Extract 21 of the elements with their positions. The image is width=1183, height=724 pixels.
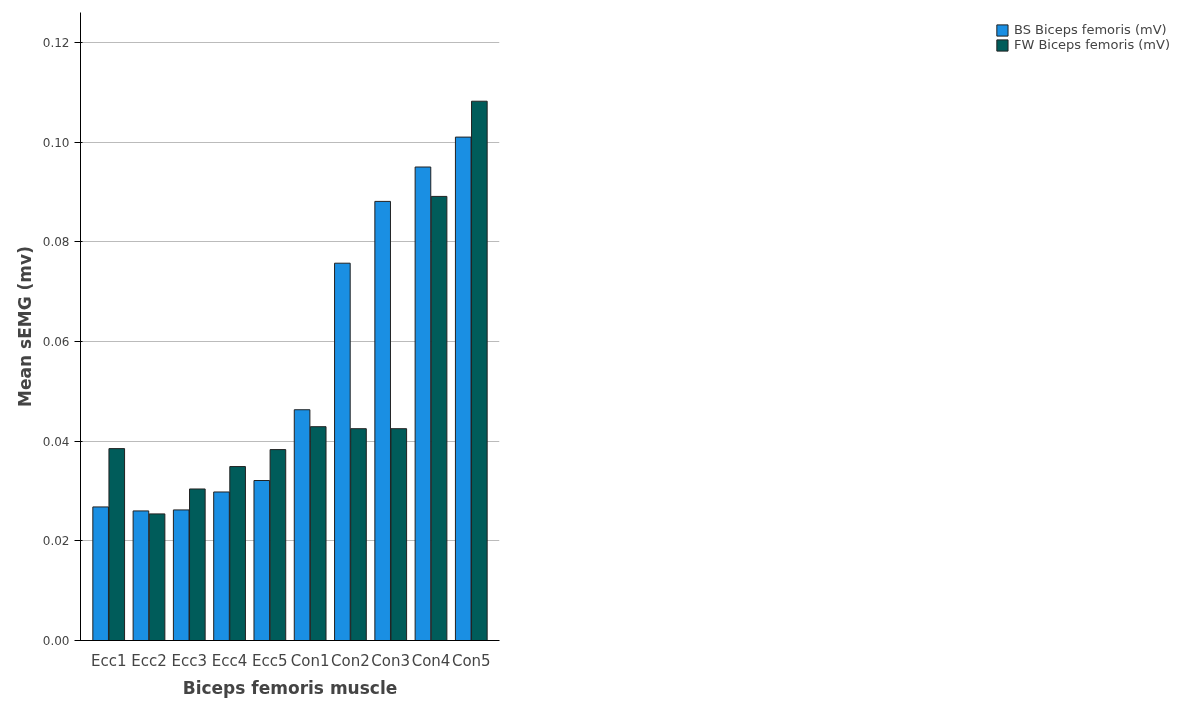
y-tick-label: 0.10 xyxy=(42,135,70,150)
y-tick-label: 0.08 xyxy=(42,235,70,250)
y-tick-label: 0.00 xyxy=(42,634,70,648)
x-axis-title: Biceps femoris muscle xyxy=(182,677,398,698)
x-tick-label: Con4 xyxy=(411,651,451,670)
x-tick-label: Ecc1 xyxy=(90,651,127,670)
x-tick-label: Ecc4 xyxy=(211,651,248,670)
legend-label: FW Biceps femoris (mV) xyxy=(1013,37,1170,52)
y-tick-label: 0.02 xyxy=(42,534,70,549)
legend-label: BS Biceps femoris (mV) xyxy=(1013,22,1167,37)
y-axis-title: Mean sEMG (mv) xyxy=(14,246,35,407)
x-tick-label: Con1 xyxy=(290,651,330,670)
y-tick-label: 0.12 xyxy=(42,35,70,50)
x-tick-label: Con2 xyxy=(331,651,370,670)
x-tick-label: Con3 xyxy=(371,651,411,670)
x-tick-label: Con5 xyxy=(451,651,491,670)
x-tick-label: Ecc2 xyxy=(131,651,167,670)
y-tick-label: 0.04 xyxy=(42,434,70,449)
x-tick-label: Ecc5 xyxy=(252,651,288,670)
y-tick-label: 0.06 xyxy=(42,334,70,349)
x-tick-label: Ecc3 xyxy=(171,651,208,670)
